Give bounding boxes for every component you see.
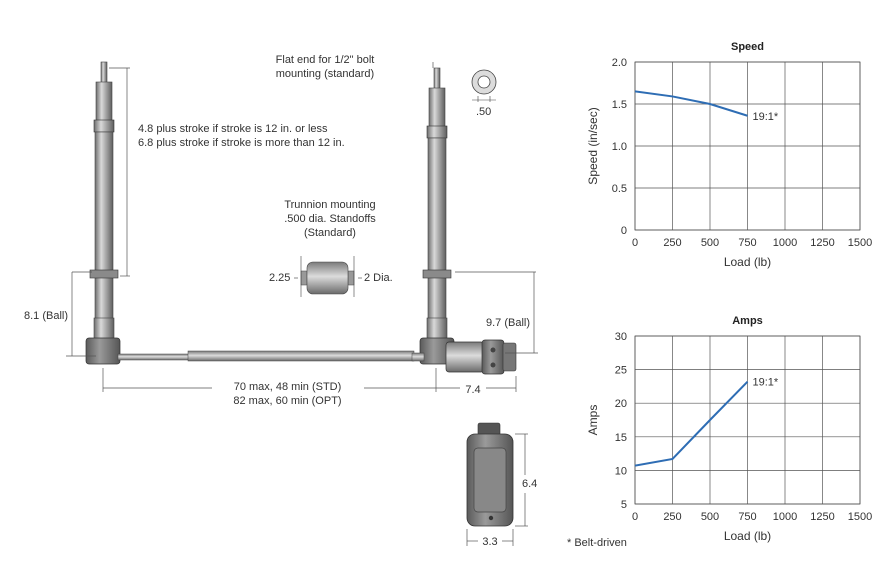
y-tick-label: 20 (615, 398, 627, 410)
motor-length-label: 7.4 (465, 384, 481, 396)
x-tick-label: 0 (632, 237, 638, 249)
y-tick-label: 10 (615, 465, 627, 477)
x-tick-label: 750 (738, 237, 756, 249)
trunnion-part (300, 256, 355, 297)
ball-right-label: 9.7 (Ball) (486, 317, 531, 329)
bolt-dimension-label: .50 (476, 106, 492, 118)
trunnion-width-label: 2.25 (269, 272, 291, 284)
y-tick-label: 1.5 (612, 99, 627, 111)
x-tick-label: 500 (701, 511, 719, 523)
y-tick-label: 0 (621, 225, 627, 237)
plot-frame (634, 61, 861, 231)
x-axis-label: Load (lb) (724, 529, 771, 543)
stroke-label-1: 4.8 plus stroke if stroke is 12 in. or l… (138, 123, 328, 135)
connecting-shaft (117, 350, 425, 362)
motor (445, 339, 517, 375)
left-actuator (85, 61, 121, 365)
y-axis-label: Speed (in/sec) (586, 107, 600, 184)
y-tick-label: 5 (621, 499, 627, 511)
amps-chart-title: Amps (732, 315, 763, 327)
x-tick-label: 1000 (773, 237, 797, 249)
speed-chart-title: Speed (730, 41, 764, 53)
plot-frame (634, 335, 861, 505)
dimension-lines (66, 62, 538, 546)
x-tick-label: 750 (738, 511, 756, 523)
amps-chart: 0 250 500 750 1000 1250 1500 5 10 15 20 25 30 Load (l… (586, 331, 872, 543)
x-tick-label: 1000 (773, 511, 797, 523)
y-tick-label: 15 (615, 432, 627, 444)
stroke-label-2: 6.8 plus stroke if stroke is more than 1… (138, 137, 345, 149)
trunnion-label-1: Trunnion mounting (284, 199, 376, 211)
span-label-2: 82 max, 60 min (OPT) (233, 395, 342, 407)
y-tick-label: 30 (615, 331, 627, 343)
series-label: 19:1* (753, 377, 779, 389)
x-tick-label: 250 (663, 511, 681, 523)
box-height-label: 6.4 (522, 478, 538, 490)
x-tick-label: 500 (701, 237, 719, 249)
trunnion-label-3: (Standard) (304, 227, 356, 239)
right-actuator (419, 67, 455, 365)
x-tick-label: 1500 (848, 511, 872, 523)
series-line (634, 90, 748, 117)
x-tick-label: 1250 (810, 511, 834, 523)
x-tick-label: 1250 (810, 237, 834, 249)
x-tick-label: 1500 (848, 237, 872, 249)
trunnion-label-2: .500 dia. Standoffs (284, 213, 376, 225)
footnote: * Belt-driven (567, 537, 627, 549)
y-tick-label: 1.0 (612, 141, 627, 153)
series-line (634, 380, 749, 467)
span-label-1: 70 max, 48 min (STD) (233, 381, 342, 393)
x-axis-label: Load (lb) (724, 255, 771, 269)
box-width-label: 3.3 (482, 536, 498, 548)
trunnion-dia-label: 2 Dia. (364, 272, 393, 284)
y-tick-label: 25 (615, 365, 627, 377)
x-tick-label: 250 (663, 237, 681, 249)
speed-chart: 0 250 500 750 1000 1250 1500 0 0.5 1.0 1.5 2.0 Load … (586, 57, 872, 269)
actuator-drawing (66, 61, 538, 546)
series-label: 19:1* (753, 111, 779, 123)
flat-end-label-1: Flat end for 1/2" bolt (275, 54, 375, 66)
y-tick-label: 0.5 (612, 183, 627, 195)
flat-end-label-2: mounting (standard) (275, 68, 375, 80)
ball-left-label: 8.1 (Ball) (24, 310, 69, 322)
x-tick-label: 0 (632, 511, 638, 523)
y-axis-label: Amps (586, 405, 600, 436)
y-tick-label: 2.0 (612, 57, 627, 69)
bolt-end-detail (471, 69, 497, 102)
control-box (466, 422, 514, 527)
